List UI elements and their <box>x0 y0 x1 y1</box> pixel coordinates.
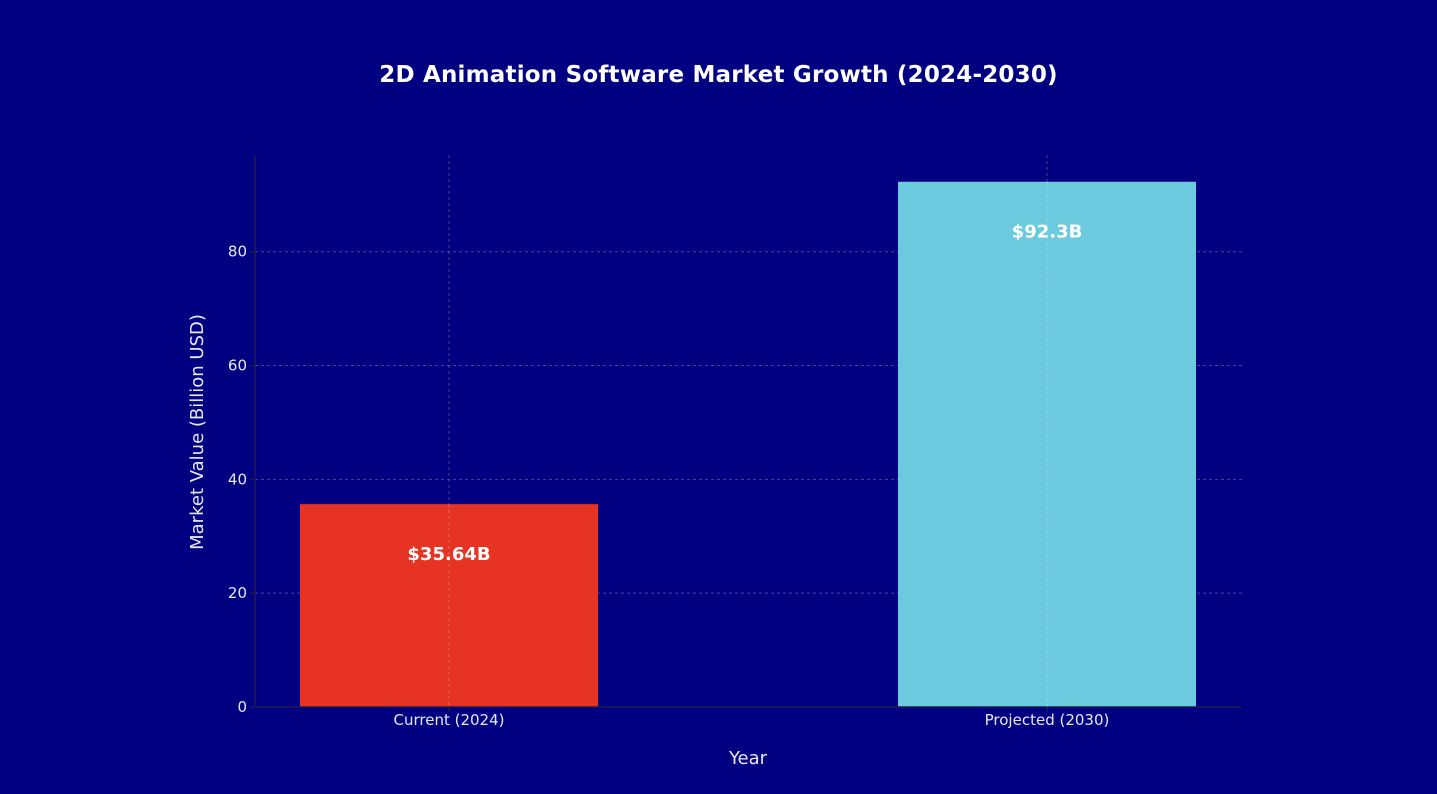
x-tick-label-0: Current (2024) <box>394 711 505 729</box>
bar-1 <box>898 181 1196 707</box>
chart-title: 2D Animation Software Market Growth (202… <box>379 62 1058 88</box>
label-layer: $35.64B $92.3B <box>407 181 1083 707</box>
y-tick-label-80: 80 <box>228 243 247 261</box>
y-tick-label-20: 20 <box>228 584 247 602</box>
bar-value-label-0: $35.64B <box>407 544 490 565</box>
bar-value-label-1: $92.3B <box>1012 222 1083 243</box>
y-axis-label: Market Value (Billion USD) <box>187 314 208 550</box>
bar-layer <box>300 181 1196 707</box>
y-tick-label-0: 0 <box>237 698 247 716</box>
y-tick-label-40: 40 <box>228 470 247 488</box>
y-tick-label-60: 60 <box>228 357 247 375</box>
bar-0 <box>300 504 598 707</box>
x-tick-label-1: Projected (2030) <box>985 711 1110 729</box>
x-axis-label: Year <box>728 748 768 769</box>
axis-layer: 0 20 40 60 80 Current (2024) Projected (2030) <box>228 155 1242 729</box>
